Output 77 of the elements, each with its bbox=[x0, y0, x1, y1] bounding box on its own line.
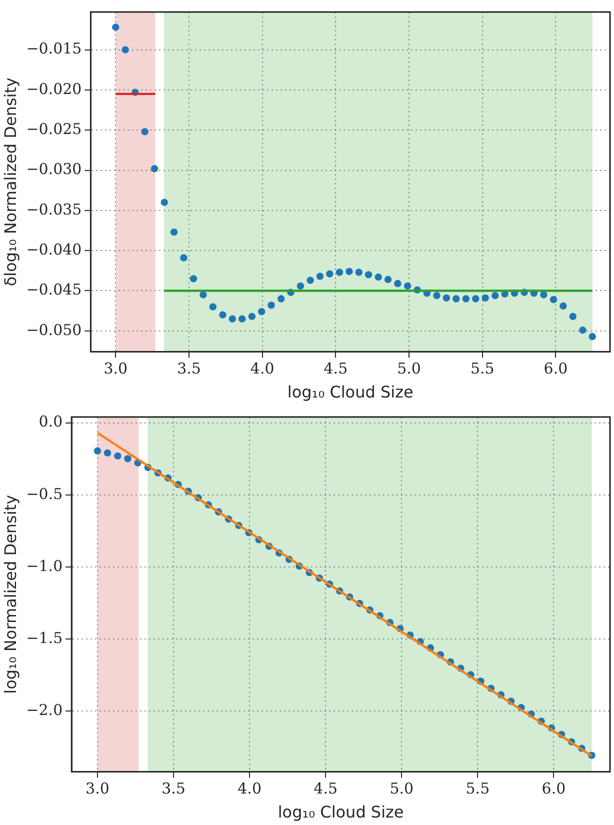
x-tick-label: 6.0 bbox=[542, 780, 566, 798]
x-tick-label: 4.0 bbox=[250, 360, 274, 378]
point bbox=[336, 268, 344, 276]
y-tick-label: −0.050 bbox=[26, 320, 82, 339]
point bbox=[452, 295, 460, 302]
point bbox=[124, 455, 132, 462]
point bbox=[200, 291, 207, 298]
x-tick-label: 3.5 bbox=[177, 360, 201, 378]
point bbox=[170, 228, 178, 236]
y-axis-title: log₁₀ Normalized Density bbox=[0, 494, 20, 694]
point bbox=[94, 447, 102, 454]
point bbox=[258, 308, 266, 316]
point bbox=[296, 282, 304, 290]
y-tick-label: −0.020 bbox=[26, 80, 82, 98]
y-tick-label: −0.040 bbox=[26, 240, 82, 258]
point bbox=[306, 276, 314, 284]
point bbox=[569, 312, 576, 320]
point bbox=[492, 292, 499, 300]
point bbox=[326, 270, 334, 278]
point bbox=[462, 295, 470, 302]
point bbox=[482, 294, 489, 302]
point bbox=[180, 254, 188, 262]
y-tick-label: −1.0 bbox=[26, 556, 63, 575]
x-tick-label: 5.5 bbox=[466, 780, 490, 798]
point bbox=[190, 275, 198, 282]
point bbox=[150, 165, 158, 172]
point bbox=[112, 24, 120, 31]
point bbox=[316, 272, 324, 280]
x-tick-label: 3.0 bbox=[86, 780, 110, 798]
x-tick-label: 3.5 bbox=[162, 780, 186, 798]
point bbox=[114, 452, 122, 460]
y-tick-label: −0.5 bbox=[26, 484, 63, 503]
y-tick-label: −0.045 bbox=[26, 280, 82, 299]
x-tick-label: 5.0 bbox=[397, 360, 421, 378]
x-tick-label: 6.0 bbox=[544, 360, 568, 378]
x-axis-title: log₁₀ Cloud Size bbox=[278, 802, 404, 822]
point bbox=[219, 311, 226, 318]
y-tick-label: −1.5 bbox=[26, 629, 63, 647]
point bbox=[122, 46, 129, 54]
point bbox=[394, 280, 402, 288]
y-tick-label: −0.015 bbox=[26, 40, 82, 58]
point bbox=[355, 268, 362, 276]
point bbox=[384, 276, 392, 284]
point bbox=[346, 268, 353, 276]
point bbox=[104, 449, 112, 457]
point bbox=[238, 315, 246, 322]
x-tick-label: 4.0 bbox=[238, 780, 262, 798]
x-tick-label: 4.5 bbox=[324, 360, 348, 378]
point bbox=[141, 128, 148, 136]
x-tick-label: 5.5 bbox=[470, 360, 494, 378]
point bbox=[278, 295, 285, 302]
y-axis-title: δlog₁₀ Normalized Density bbox=[0, 78, 20, 286]
point bbox=[228, 315, 236, 322]
point bbox=[472, 295, 480, 302]
point bbox=[160, 198, 168, 206]
x-tick-label: 5.0 bbox=[390, 780, 414, 798]
y-tick-label: −2.0 bbox=[26, 701, 63, 720]
point bbox=[540, 291, 548, 298]
x-tick-label: 4.5 bbox=[314, 780, 338, 798]
point bbox=[579, 326, 586, 334]
x-axis-title: log₁₀ Cloud Size bbox=[287, 382, 414, 402]
x-tick-label: 3.0 bbox=[104, 360, 128, 378]
point bbox=[374, 273, 382, 281]
point bbox=[268, 302, 275, 309]
point bbox=[442, 294, 450, 302]
point bbox=[404, 282, 412, 290]
point bbox=[209, 303, 217, 310]
point bbox=[560, 302, 567, 310]
point bbox=[364, 271, 372, 278]
point bbox=[248, 312, 256, 320]
point bbox=[588, 332, 596, 340]
y-tick-label: −0.035 bbox=[26, 200, 82, 218]
y-tick-label: 0.0 bbox=[38, 412, 63, 431]
point bbox=[550, 296, 558, 304]
point bbox=[433, 292, 440, 300]
y-tick-label: −0.030 bbox=[26, 160, 82, 178]
y-tick-label: −0.025 bbox=[26, 120, 82, 138]
